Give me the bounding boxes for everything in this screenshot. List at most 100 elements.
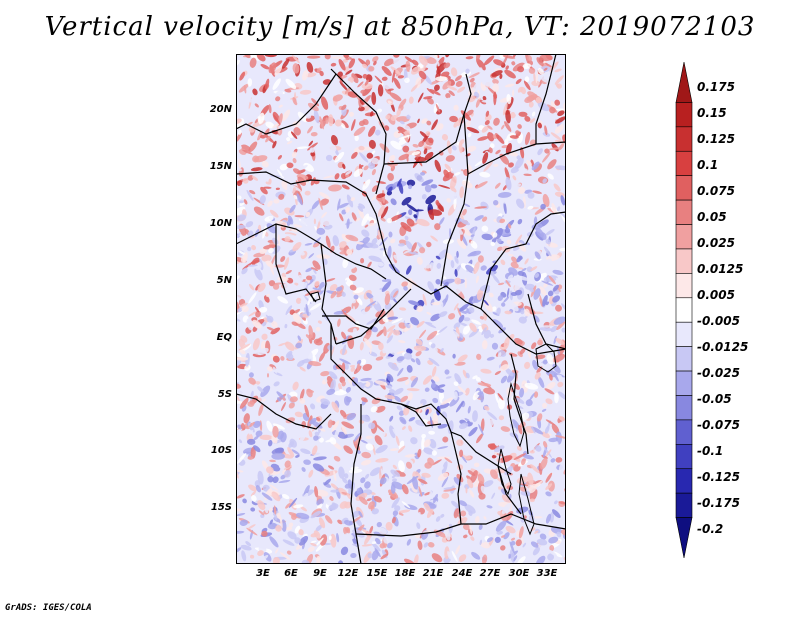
field-blob	[368, 422, 376, 430]
field-blob	[383, 535, 390, 544]
field-blob	[305, 334, 312, 340]
lat-tick-label: EQ	[216, 332, 232, 343]
field-blob	[389, 415, 394, 422]
field-blob	[272, 140, 277, 149]
field-blob	[398, 153, 410, 161]
field-blob	[449, 191, 457, 200]
field-blob	[312, 463, 325, 472]
field-blob	[435, 279, 441, 285]
field-blob	[550, 325, 558, 333]
field-blob	[501, 494, 511, 504]
field-blob	[458, 554, 467, 562]
field-blob	[391, 69, 396, 83]
field-blob	[457, 86, 466, 93]
field-blob	[236, 470, 244, 473]
field-blob	[384, 125, 390, 131]
field-blob	[507, 274, 514, 281]
field-blob	[461, 180, 473, 189]
field-blob	[404, 235, 409, 241]
field-blob	[543, 441, 548, 448]
field-blob	[412, 143, 419, 148]
colorbar-label: -0.2	[697, 522, 724, 536]
field-blob	[472, 82, 478, 91]
field-blob	[416, 522, 421, 530]
field-blob	[332, 94, 343, 102]
field-blob	[248, 372, 254, 378]
map-title: Vertical velocity [m/s] at 850hPa, VT: 2…	[44, 12, 756, 42]
field-blob	[558, 420, 566, 426]
field-blob	[537, 101, 550, 112]
field-blob	[398, 460, 405, 473]
field-blob	[426, 88, 435, 95]
field-blob	[529, 450, 535, 454]
field-blob	[506, 404, 513, 410]
field-blob	[464, 504, 476, 514]
field-blob	[421, 436, 425, 451]
field-blob	[429, 490, 434, 500]
field-blob	[552, 284, 559, 292]
field-blob	[406, 114, 411, 120]
field-blob	[484, 419, 494, 430]
field-blob	[297, 94, 305, 100]
field-blob	[431, 553, 443, 563]
field-blob	[545, 483, 553, 490]
colorbar-label: -0.025	[697, 366, 740, 380]
field-blob	[545, 419, 556, 426]
field-blob	[253, 435, 259, 441]
field-blob	[493, 163, 499, 167]
field-blob	[416, 256, 423, 265]
field-blob	[481, 340, 488, 350]
field-blob	[464, 277, 467, 289]
field-blob	[517, 66, 525, 73]
field-blob	[385, 384, 392, 389]
field-blob	[488, 511, 498, 518]
field-blob	[348, 58, 356, 69]
field-blob	[286, 137, 291, 142]
field-blob	[519, 387, 525, 398]
field-blob	[273, 505, 277, 515]
field-blob	[479, 171, 491, 178]
field-blob	[408, 114, 419, 120]
field-blob	[425, 194, 437, 205]
field-blob	[417, 540, 423, 551]
field-blob	[406, 179, 416, 187]
field-blob	[492, 134, 498, 139]
field-blob	[544, 148, 550, 154]
field-blob	[476, 58, 486, 71]
field-blob	[365, 194, 373, 209]
field-blob	[293, 504, 304, 509]
field-blob	[545, 491, 552, 497]
field-blob	[499, 218, 506, 224]
field-blob	[352, 328, 358, 335]
field-blob	[446, 198, 452, 203]
field-blob	[431, 366, 437, 377]
colorbar-segment	[675, 224, 693, 250]
field-blob	[347, 297, 356, 304]
field-blob	[267, 333, 274, 340]
field-blob	[282, 397, 286, 401]
field-blob	[319, 191, 331, 200]
field-blob	[272, 557, 280, 564]
field-blob	[320, 88, 324, 93]
field-blob	[392, 329, 401, 336]
field-blob	[510, 537, 516, 541]
field-blob	[285, 526, 293, 531]
field-blob	[469, 322, 477, 333]
field-blob	[370, 62, 374, 66]
field-blob	[542, 193, 550, 208]
field-blob	[330, 489, 339, 493]
field-blob	[341, 425, 347, 435]
field-blob	[294, 411, 304, 418]
field-blob	[404, 56, 414, 63]
field-blob	[550, 458, 556, 463]
field-blob	[301, 467, 306, 472]
field-blob	[494, 445, 505, 453]
field-blob	[361, 95, 371, 106]
field-blob	[546, 353, 554, 365]
field-blob	[543, 246, 552, 257]
field-blob	[346, 218, 350, 229]
field-blob	[555, 277, 563, 285]
field-blob	[495, 149, 501, 155]
field-blob	[459, 186, 465, 199]
field-blob	[361, 229, 370, 238]
